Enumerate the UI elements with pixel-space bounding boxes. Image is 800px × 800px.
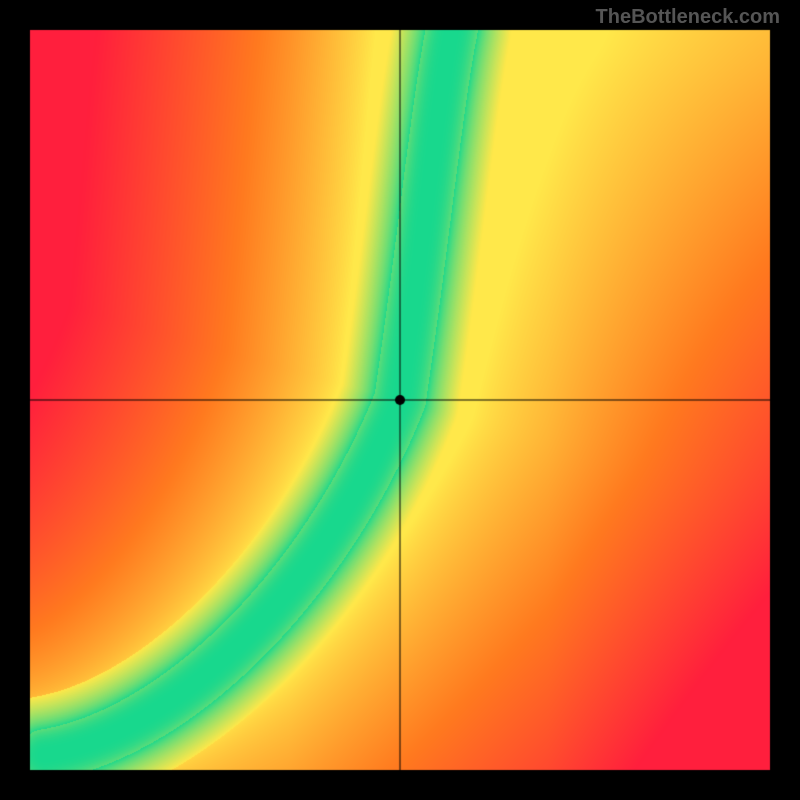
heatmap-canvas [0,0,800,800]
chart-container: TheBottleneck.com [0,0,800,800]
watermark-text: TheBottleneck.com [596,6,780,29]
